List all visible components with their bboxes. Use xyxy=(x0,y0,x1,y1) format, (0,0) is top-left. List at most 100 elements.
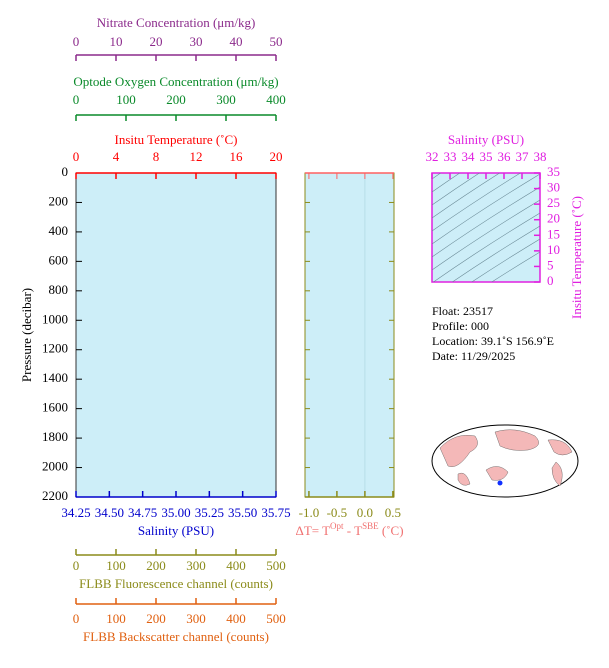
y-tick-label: 400 xyxy=(49,223,69,238)
x-tick-label: 32 xyxy=(426,149,439,164)
x-tick-label: 20 xyxy=(150,34,163,49)
x-tick-label: 300 xyxy=(186,558,206,573)
x-axis-title: Optode Oxygen Concentration (μm/kg) xyxy=(73,74,278,89)
density-contour xyxy=(432,70,540,140)
x-tick-label: 10 xyxy=(110,34,123,49)
info-text: Date: 11/29/2025 xyxy=(432,349,515,363)
y-tick-label: 25 xyxy=(547,195,560,210)
x-tick-label: 35.00 xyxy=(161,505,190,520)
y-tick-label: 5 xyxy=(547,257,554,272)
y-tick-label: 1400 xyxy=(42,370,68,385)
density-contour xyxy=(432,212,540,282)
y-tick-label: 2200 xyxy=(42,488,68,503)
info-text: Float: 23517 xyxy=(432,304,493,318)
y-tick-label: 1200 xyxy=(42,341,68,356)
x-tick-label: 35.75 xyxy=(261,505,290,520)
info-text: Location: 39.1˚S 156.9˚E xyxy=(432,334,554,348)
y-tick-label: 0 xyxy=(547,273,554,288)
x-axis-title: Insitu Temperature (˚C) xyxy=(114,132,237,147)
x-tick-label: 0 xyxy=(73,149,80,164)
x-tick-label: 8 xyxy=(153,149,160,164)
x-tick-label: 34.50 xyxy=(95,505,124,520)
x-axis-title: Salinity (PSU) xyxy=(448,132,524,147)
x-tick-label: 0.5 xyxy=(385,505,401,520)
x-tick-label: 34.75 xyxy=(128,505,157,520)
x-tick-label: 34 xyxy=(462,149,476,164)
y-tick-label: 0 xyxy=(62,164,69,179)
y-tick-label: 200 xyxy=(49,193,69,208)
x-axis-title-part: Opt xyxy=(330,521,344,531)
density-contour xyxy=(432,173,540,245)
x-tick-label: 400 xyxy=(226,558,246,573)
density-contour xyxy=(432,173,480,206)
x-tick-label: 16 xyxy=(230,149,244,164)
density-contour xyxy=(432,57,540,127)
y-axis-title: Pressure (decibar) xyxy=(19,288,34,382)
y-tick-label: 2000 xyxy=(42,459,68,474)
x-axis-title: Nitrate Concentration (μm/kg) xyxy=(97,15,256,30)
x-tick-label: 36 xyxy=(498,149,512,164)
plot-area xyxy=(75,172,277,498)
x-tick-label: 35.25 xyxy=(195,505,224,520)
x-tick-label: 400 xyxy=(226,611,246,626)
x-tick-label: 33 xyxy=(444,149,457,164)
y-tick-label: 35 xyxy=(547,164,560,179)
x-tick-label: 200 xyxy=(146,558,166,573)
x-tick-label: 100 xyxy=(116,92,136,107)
density-contour xyxy=(491,251,540,282)
x-tick-label: 200 xyxy=(146,611,166,626)
x-tick-label: 0 xyxy=(73,611,80,626)
x-tick-label: 50 xyxy=(270,34,283,49)
x-tick-label: 200 xyxy=(166,92,186,107)
x-tick-label: 30 xyxy=(190,34,203,49)
x-tick-label: 38 xyxy=(534,149,547,164)
x-tick-label: 0 xyxy=(73,34,80,49)
x-tick-label: 37 xyxy=(516,149,530,164)
x-tick-label: 500 xyxy=(266,558,286,573)
plot-area xyxy=(304,172,395,498)
x-axis-title: FLBB Backscatter channel (counts) xyxy=(83,629,269,644)
x-tick-label: 34.25 xyxy=(61,505,90,520)
x-tick-label: 500 xyxy=(266,611,286,626)
density-contour xyxy=(432,173,501,219)
y-tick-label: 30 xyxy=(547,180,560,195)
x-axis-title: Salinity (PSU) xyxy=(138,523,214,538)
x-tick-label: 400 xyxy=(266,92,286,107)
x-tick-label: 4 xyxy=(113,149,120,164)
x-tick-label: 0 xyxy=(73,558,80,573)
y-tick-label: 10 xyxy=(547,242,560,257)
x-axis-title: ΔT= TOpt - TSBE (˚C) xyxy=(295,521,403,538)
y-tick-label: 20 xyxy=(547,211,560,226)
x-tick-label: 0.0 xyxy=(357,505,373,520)
x-axis-title: FLBB Fluorescence channel (counts) xyxy=(79,576,273,591)
x-tick-label: 20 xyxy=(270,149,283,164)
y-tick-label: 1600 xyxy=(42,400,68,415)
y-tick-label: 1000 xyxy=(42,311,68,326)
x-axis-title-part: (˚C) xyxy=(379,523,404,538)
x-tick-label: 0 xyxy=(73,92,80,107)
y-tick-label: 800 xyxy=(49,282,69,297)
density-contour xyxy=(432,199,540,271)
x-tick-label: 300 xyxy=(186,611,206,626)
y-tick-label: 15 xyxy=(547,226,560,241)
density-contour xyxy=(451,225,540,282)
x-tick-label: 100 xyxy=(106,558,126,573)
x-axis-title-part: - T xyxy=(344,523,363,538)
info-text: Profile: 000 xyxy=(432,319,489,333)
x-tick-label: 40 xyxy=(230,34,243,49)
plot-area xyxy=(431,172,541,283)
density-contour xyxy=(471,238,540,282)
density-contour xyxy=(432,173,461,193)
density-contour xyxy=(432,173,521,232)
density-contour xyxy=(432,186,540,258)
x-tick-label: 35 xyxy=(480,149,493,164)
y-tick-label: 1800 xyxy=(42,429,68,444)
x-axis-title-part: SBE xyxy=(362,521,379,531)
world-map xyxy=(431,424,579,498)
y-tick-label: 600 xyxy=(49,252,69,267)
x-tick-label: 100 xyxy=(106,611,126,626)
x-tick-label: -1.0 xyxy=(299,505,320,520)
x-tick-label: 35.50 xyxy=(228,505,257,520)
y-axis-title: Insitu Temperature (˚C) xyxy=(569,196,584,319)
